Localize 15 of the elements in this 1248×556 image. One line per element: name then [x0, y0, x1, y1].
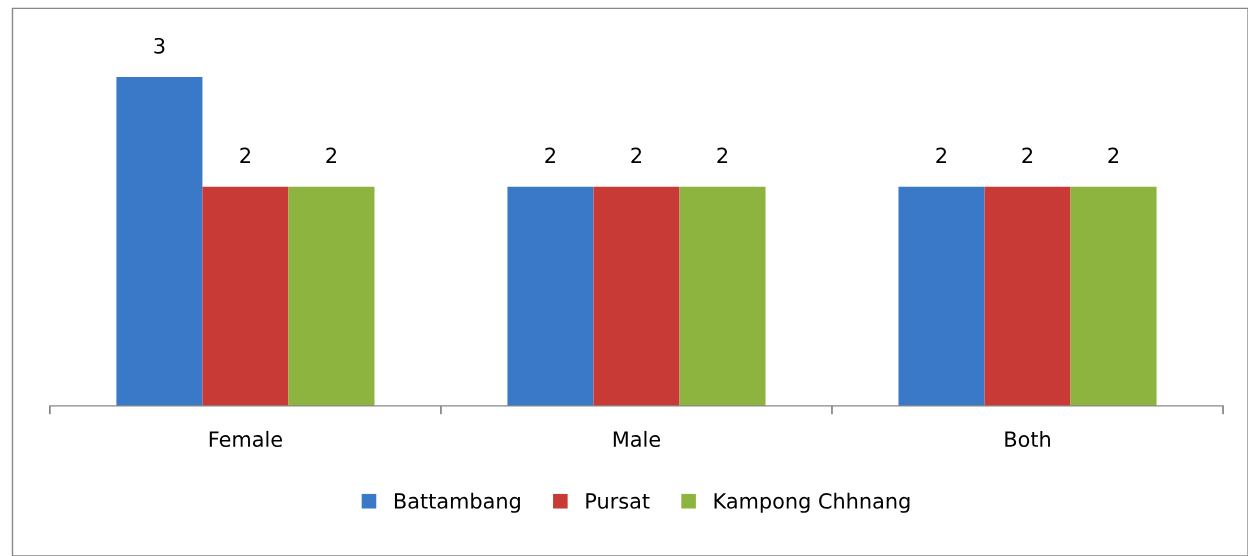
x-tick-label: Male [613, 430, 661, 448]
data-label: 2 [240, 147, 250, 163]
data-label: 2 [1022, 147, 1033, 163]
x-tick-label: Female [209, 430, 282, 448]
data-label: 2 [936, 147, 947, 163]
legend-label: Kampong Chhnang [714, 492, 910, 513]
data-label: 2 [717, 147, 728, 163]
data-label: 2 [545, 147, 555, 163]
x-tick-label: Both [1005, 430, 1050, 448]
data-label: 2 [326, 147, 337, 163]
data-label: 2 [1108, 147, 1119, 163]
legend-label: Battambang [394, 492, 520, 513]
data-label: 2 [631, 147, 642, 163]
legend-label: Pursat [586, 493, 650, 509]
data-label: 3 [154, 37, 165, 54]
